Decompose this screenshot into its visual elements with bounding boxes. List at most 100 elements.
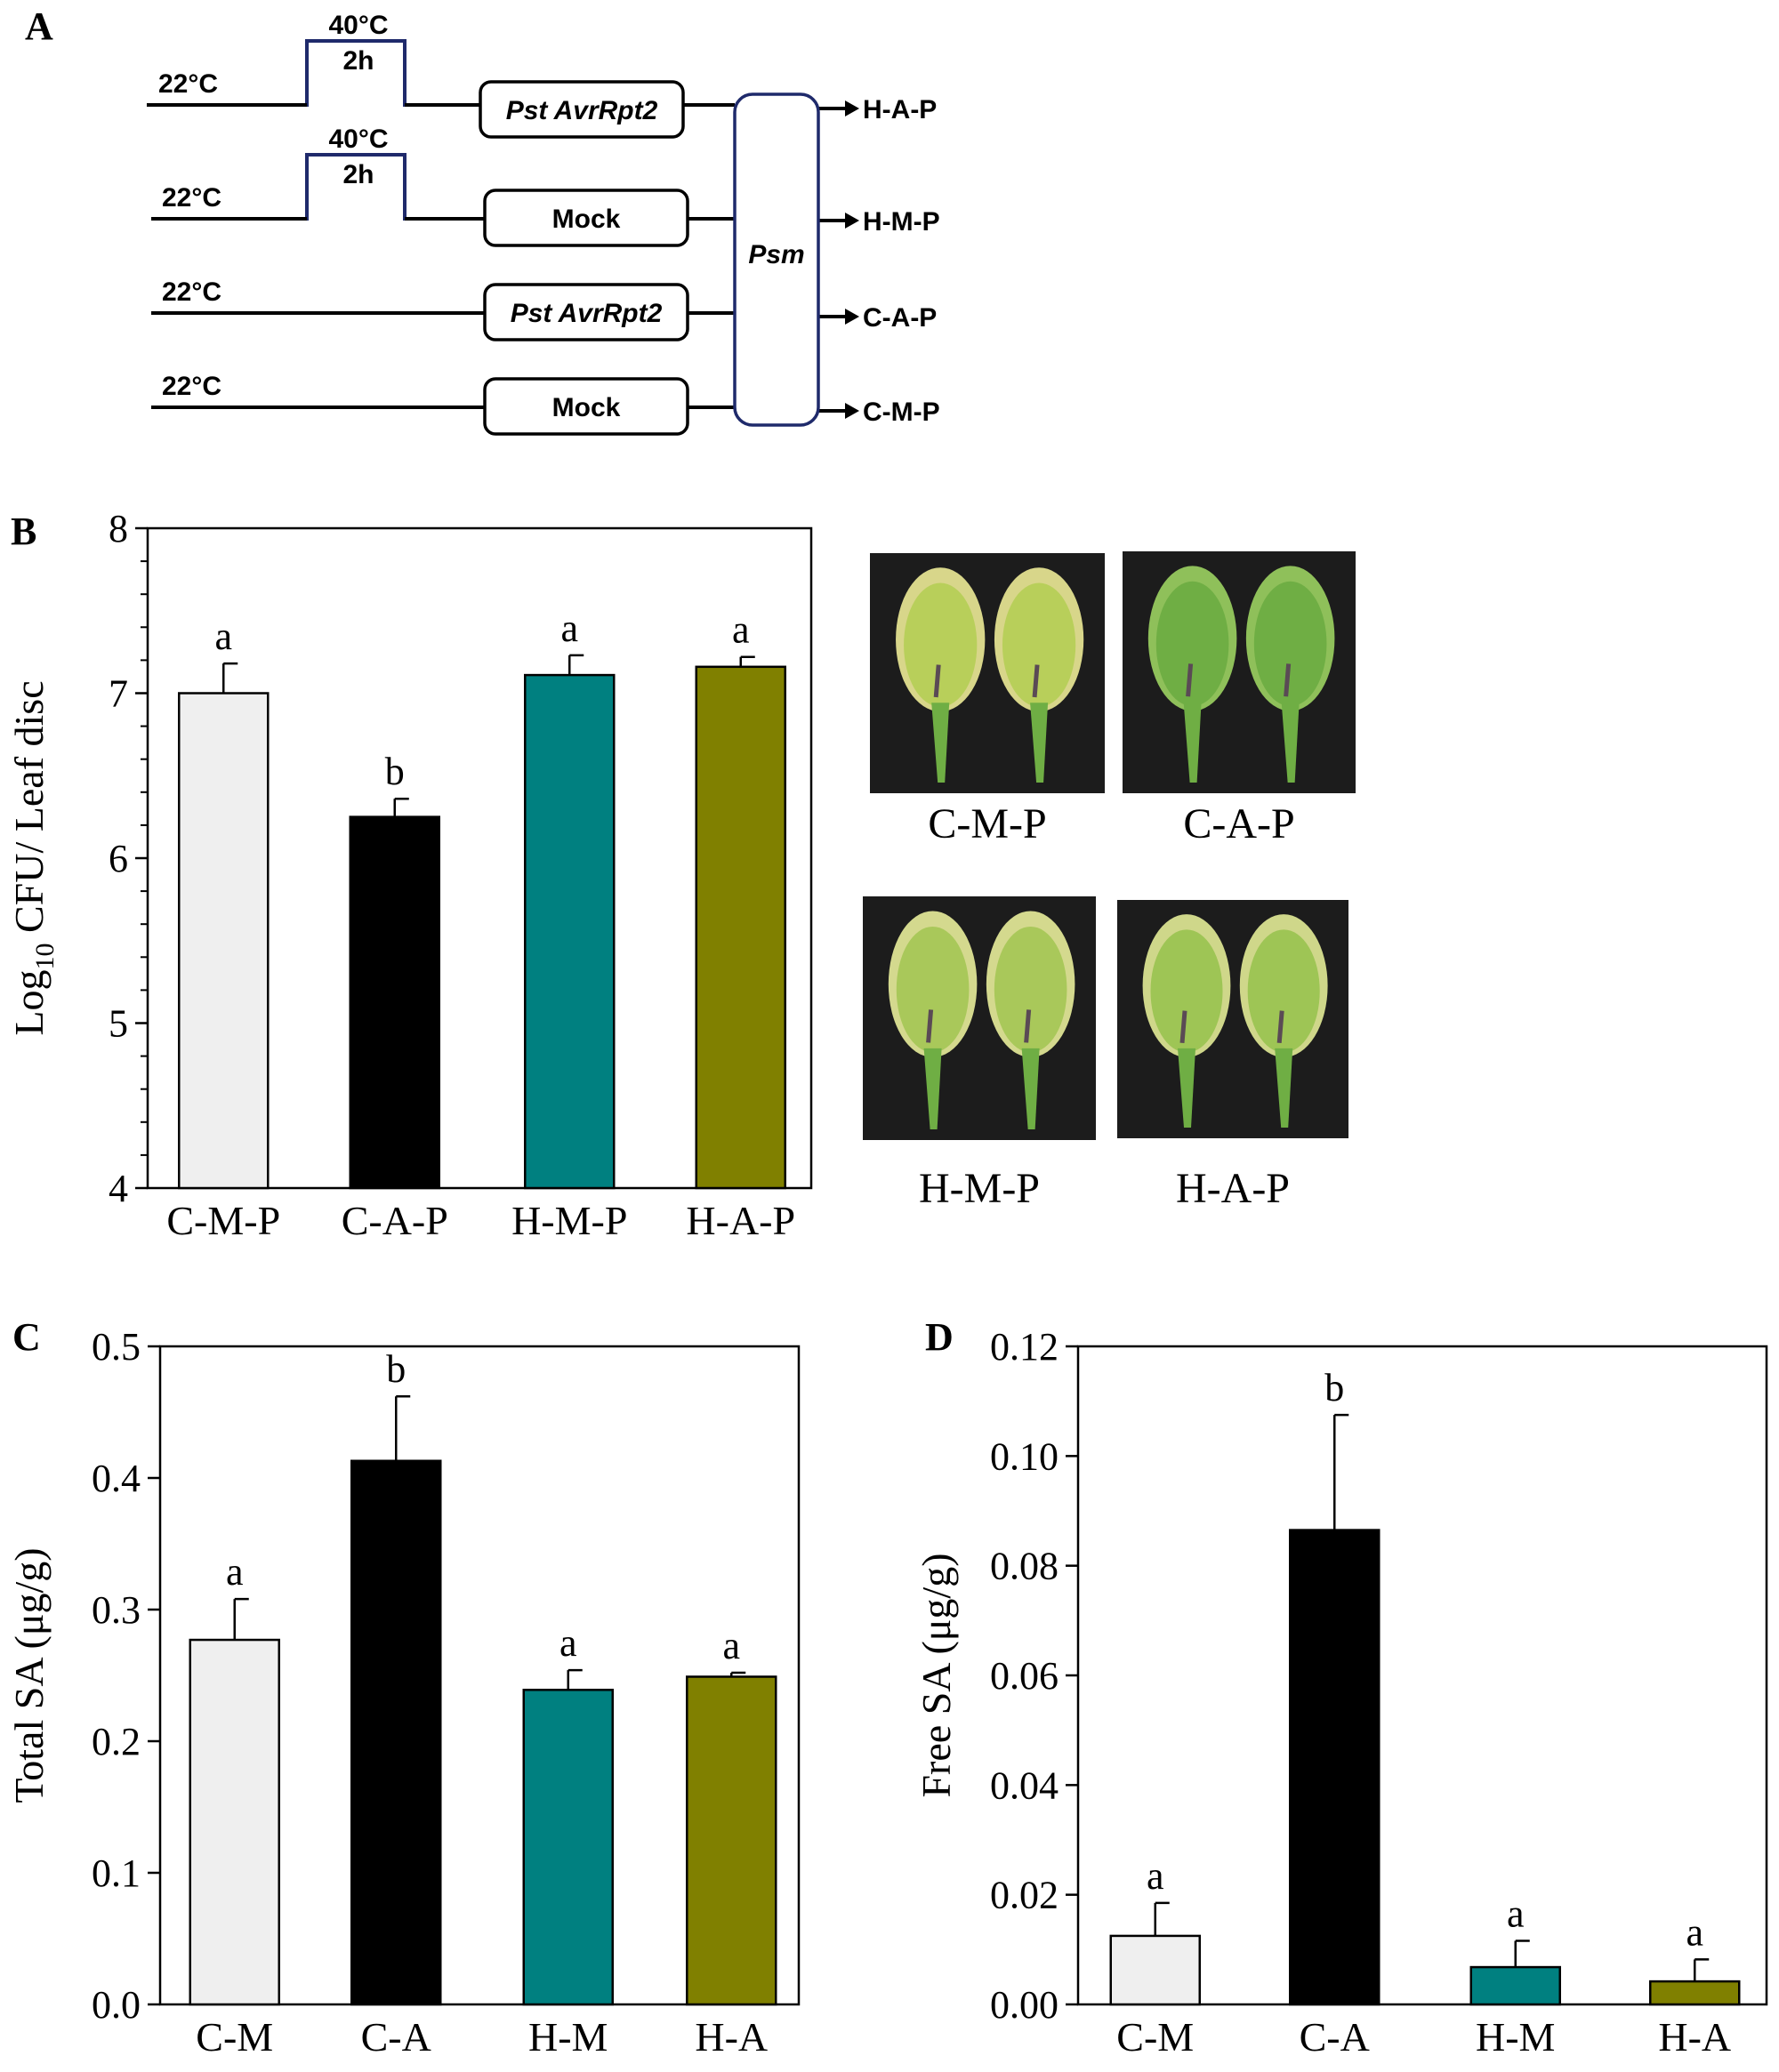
plot-frame (1076, 1345, 1768, 2006)
heat-duration-label: 2h (342, 46, 374, 76)
bar (350, 1459, 442, 2006)
infection-mark (1032, 664, 1040, 698)
y-axis-title: Log10 CFU/ Leaf disc (6, 680, 60, 1035)
leaf-photo (870, 553, 1105, 793)
chart-c-total-sa: 0.0 0.1 0.2 0.3 0.4 0.5 Total SA (μg/g) a C-M b C-… (6, 1325, 801, 2060)
y-tick-label: 0.04 (990, 1763, 1059, 1807)
bar (695, 665, 786, 1190)
significance-letter: a (722, 1624, 740, 1667)
output-label: H-M-P (863, 207, 940, 237)
base-temperature-label: 22°C (162, 372, 221, 401)
y-tick-label: 0.12 (990, 1325, 1059, 1369)
leaf-blade-inner (1253, 581, 1327, 707)
leaf-blade-inner (994, 926, 1067, 1053)
x-tick-label: H-A (1658, 2014, 1731, 2060)
arrowhead-icon (845, 100, 859, 116)
infection-label: Psm (748, 240, 804, 269)
infection-mark (933, 664, 941, 698)
x-tick-label: C-A (361, 2014, 431, 2060)
x-tick-label: C-A-P (342, 1198, 448, 1243)
y-tick-label: 0.1 (92, 1851, 141, 1895)
panel-label-c: C (12, 1315, 41, 1359)
x-tick-label: H-A (695, 2014, 768, 2060)
y-tick-label: 0.02 (990, 1874, 1059, 1917)
photo-label: H-M-P (919, 1165, 1040, 1212)
significance-letter: b (385, 750, 405, 793)
infection-mark (1024, 1009, 1032, 1043)
diagram-row: 22°C Pst AvrRpt2 C-A-P (151, 277, 937, 341)
bar (1289, 1529, 1381, 2006)
leaf-petiole (1281, 702, 1300, 783)
x-tick-label: H-M (1476, 2014, 1555, 2060)
bar (522, 1689, 614, 2006)
base-temperature-label: 22°C (158, 69, 218, 99)
treatment-label: Mock (552, 393, 621, 422)
significance-letter: a (732, 608, 750, 652)
significance-letter: a (559, 1621, 577, 1665)
y-tick-label: 0.3 (92, 1588, 141, 1632)
x-tick-label: C-M (196, 2014, 273, 2060)
y-tick-label: 0.08 (990, 1545, 1059, 1588)
heat-temperature-label: 40°C (328, 11, 388, 40)
output-label: C-A-P (863, 303, 937, 333)
leaf-blade-inner (1155, 581, 1229, 707)
infection-mark (1284, 663, 1292, 697)
leaf-photo (1123, 551, 1356, 793)
arrowhead-icon (845, 213, 859, 229)
bar (178, 692, 270, 1190)
significance-letter: a (214, 614, 232, 658)
bar (686, 1675, 777, 2006)
bar (1649, 1980, 1741, 2006)
bar (1109, 1934, 1201, 2006)
infection-mark (926, 1009, 934, 1043)
bar (189, 1638, 280, 2006)
leaf-blade-inner (1150, 929, 1223, 1053)
leaf-petiole (1183, 702, 1202, 783)
significance-letter: a (560, 606, 578, 650)
y-tick-label: 8 (109, 507, 128, 550)
leaf-petiole (1178, 1048, 1195, 1128)
base-temperature-label: 22°C (162, 183, 221, 213)
treatment-box (479, 80, 685, 139)
treatment-label: Pst AvrRpt2 (506, 96, 658, 125)
y-tick-label: 0.5 (92, 1325, 141, 1369)
significance-letter: a (226, 1550, 244, 1594)
panel-label-d: D (925, 1315, 954, 1359)
y-tick-label: 0.10 (990, 1434, 1059, 1478)
heat-duration-label: 2h (342, 160, 374, 189)
output-label: C-M-P (863, 398, 940, 427)
x-tick-label: C-M-P (166, 1198, 280, 1243)
x-tick-label: H-M-P (511, 1198, 627, 1243)
x-tick-label: H-M (528, 2014, 608, 2060)
y-tick-label: 0.2 (92, 1720, 141, 1763)
panel-label-a: A (25, 4, 53, 48)
leaf-blade-inner (904, 582, 978, 707)
y-axis-title: Free SA (μg/g) (914, 1553, 959, 1797)
leaf-photo (1117, 900, 1348, 1138)
chart-d-free-sa: 0.00 0.02 0.04 0.06 0.08 0.10 0.12 Free SA (μg/… (914, 1325, 1768, 2060)
y-tick-label: 6 (109, 837, 128, 880)
arrowhead-icon (845, 309, 859, 325)
leaf-blade-inner (1247, 929, 1320, 1053)
y-tick-label: 0.00 (990, 1983, 1059, 2027)
panel-label-b: B (11, 510, 36, 553)
chart-b-cfu: 4 5 6 7 8 Log10 CFU/ Leaf disc a C-M-P b C-A-P a H-… (6, 507, 813, 1243)
bar (349, 815, 440, 1190)
leaf-petiole (923, 1048, 942, 1129)
bar (1469, 1965, 1561, 2006)
y-axis-title: Total SA (μg/g) (6, 1547, 52, 1803)
y-tick-label: 0.06 (990, 1654, 1059, 1698)
infection-mark (1186, 663, 1194, 697)
leaf-photos: C-M-P C-A-P H-M-P H-A-P (863, 551, 1356, 1212)
infection-box (733, 92, 820, 427)
significance-letter: a (1147, 1854, 1164, 1898)
y-axis-title-subscript: 10 (30, 944, 60, 970)
leaf-petiole (1021, 1048, 1040, 1129)
significance-letter: a (1686, 1910, 1703, 1954)
photo-label: C-M-P (928, 800, 1046, 847)
photo-label: C-A-P (1183, 800, 1294, 847)
y-tick-label: 0.0 (92, 1983, 141, 2027)
significance-letter: b (1324, 1366, 1344, 1409)
leaf-blade-inner (896, 926, 970, 1053)
